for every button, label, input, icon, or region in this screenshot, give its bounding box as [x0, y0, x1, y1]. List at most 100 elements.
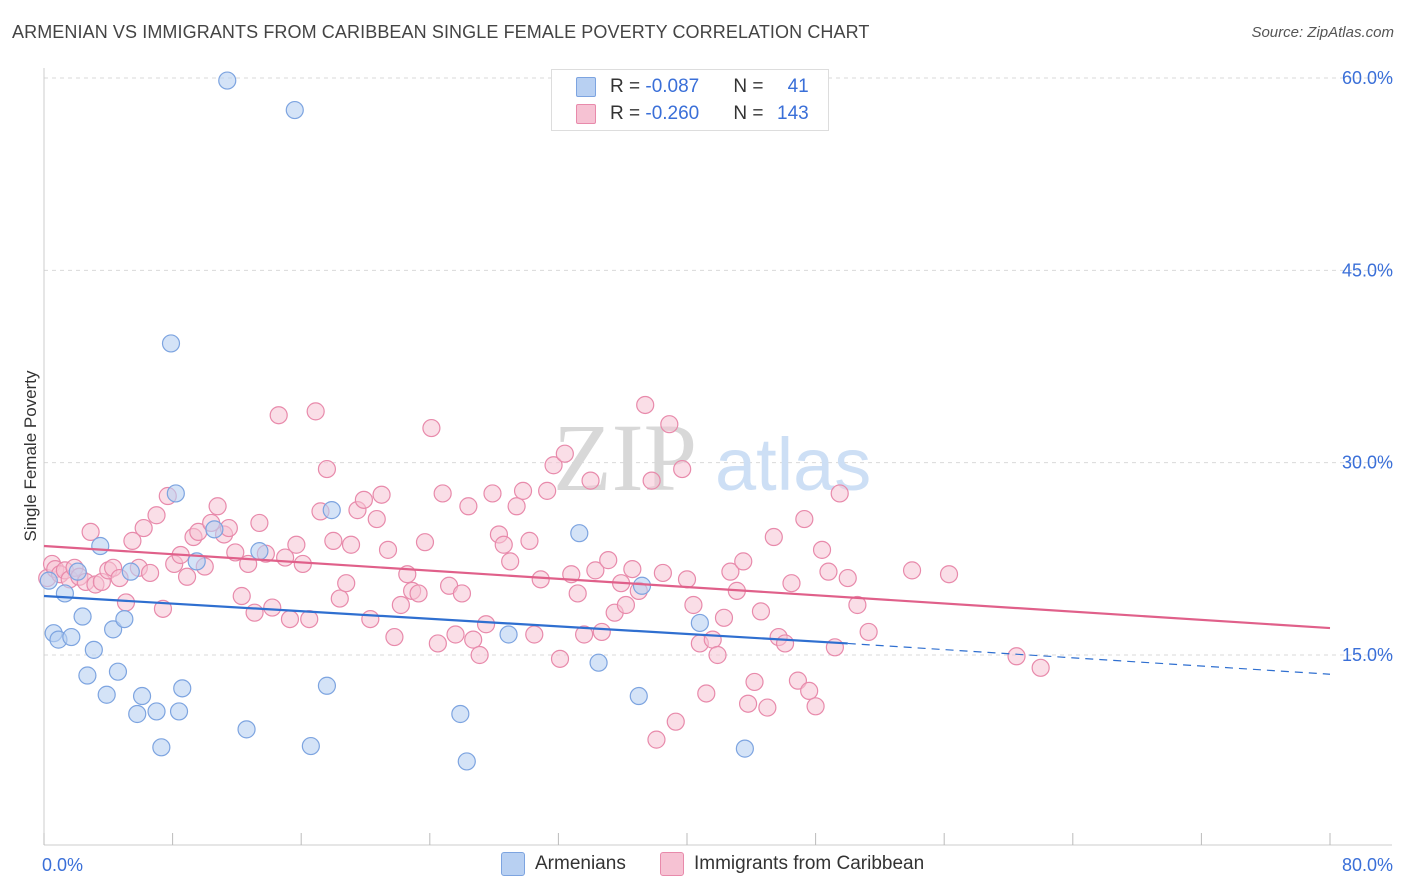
y-tick-label: 15.0% — [1342, 645, 1393, 665]
caribbean-point — [544, 456, 563, 475]
correlation-legend: R = -0.087 N = 41 R = -0.260 N = 143 — [551, 69, 829, 131]
legend-row-caribbean: R = -0.260 N = 143 — [576, 102, 809, 126]
bottom-legend-caribbean: Immigrants from Caribbean — [660, 851, 924, 877]
caribbean-point — [324, 531, 343, 550]
armenian-point — [115, 609, 134, 629]
caribbean-point — [550, 649, 570, 668]
armenian-point — [128, 704, 147, 724]
legend-n-label: N = — [733, 76, 769, 97]
caribbean-point — [764, 527, 783, 547]
caribbean-point — [647, 730, 666, 749]
armenian-point — [629, 686, 648, 706]
caribbean-point — [677, 570, 697, 589]
bottom-legend-swatch-armenians — [501, 852, 525, 876]
caribbean-point — [372, 485, 391, 504]
caribbean-point — [177, 567, 197, 586]
y-tick-label: 30.0% — [1342, 453, 1393, 473]
armenian-point — [147, 702, 166, 721]
caribbean-point — [470, 645, 489, 665]
caribbean-point — [317, 459, 337, 479]
armenian-point — [121, 562, 140, 581]
caribbean-point — [501, 552, 520, 571]
caribbean-point — [734, 552, 753, 571]
caribbean-point — [575, 625, 594, 644]
caribbean-point — [354, 490, 373, 509]
armenian-point — [499, 625, 518, 644]
caribbean-point — [263, 598, 282, 617]
bottom-legend-label-caribbean: Immigrants from Caribbean — [694, 853, 925, 874]
caribbean-point — [538, 481, 557, 500]
caribbean-point — [330, 589, 349, 608]
caribbean-point — [581, 471, 600, 490]
armenian-point — [84, 640, 103, 659]
caribbean-trend-line — [43, 544, 1331, 630]
armenian-point — [104, 620, 123, 639]
armenian-point — [237, 720, 256, 739]
armenian-point — [322, 501, 341, 520]
caribbean-point — [287, 535, 306, 554]
legend-row-armenians: R = -0.087 N = 41 — [576, 75, 809, 99]
armenian-point — [187, 552, 206, 571]
caribbean-point — [653, 563, 672, 583]
caribbean-point — [1007, 647, 1026, 666]
caribbean-point — [409, 584, 428, 603]
armenian-point — [68, 562, 87, 581]
caribbean-point — [812, 540, 832, 559]
caribbean-point — [208, 497, 227, 516]
bottom-legend-swatch-caribbean — [660, 852, 684, 876]
caribbean-point — [902, 561, 922, 580]
caribbean-point — [859, 622, 878, 642]
armenian-point — [317, 676, 337, 695]
caribbean-point — [738, 694, 758, 713]
armenian-trend-line — [43, 594, 848, 645]
legend-r-label: R = — [610, 103, 646, 124]
caribbean-point — [513, 481, 533, 500]
armenian-point — [97, 685, 116, 704]
caribbean-point — [306, 402, 325, 421]
caribbean-point — [153, 599, 173, 618]
caribbean-point — [697, 684, 716, 703]
caribbean-point — [568, 584, 587, 603]
armenian-point — [62, 627, 81, 647]
armenian-point — [78, 666, 97, 685]
caribbean-point — [586, 561, 605, 580]
caribbean-point — [599, 551, 618, 570]
caribbean-point — [459, 497, 478, 516]
armenian-point — [169, 702, 189, 721]
caribbean-point — [703, 630, 722, 649]
armenian-point — [55, 584, 74, 603]
caribbean-point — [666, 712, 685, 731]
caribbean-point — [806, 697, 825, 716]
armenian-point — [285, 100, 304, 120]
caribbean-point — [226, 543, 245, 562]
caribbean-point — [819, 562, 838, 581]
armenian-point — [205, 520, 224, 539]
armenian-point — [457, 752, 476, 771]
bottom-legend-label-armenians: Armenians — [535, 853, 626, 874]
caribbean-point — [775, 634, 795, 653]
caribbean-point — [250, 513, 269, 533]
caribbean-point — [81, 522, 100, 542]
caribbean-point — [788, 671, 808, 690]
caribbean-point — [531, 570, 550, 589]
x-tick-label: 0.0% — [42, 855, 83, 875]
caribbean-point — [385, 627, 404, 647]
armenian-point — [161, 334, 181, 353]
caribbean-point — [147, 506, 166, 525]
caribbean-point — [415, 533, 435, 552]
y-tick-label: 60.0% — [1342, 68, 1393, 88]
caribbean-point — [337, 574, 356, 593]
armenian-point — [173, 679, 192, 698]
caribbean-point — [660, 415, 679, 434]
armenian-point — [132, 686, 152, 706]
armenian-point — [250, 542, 269, 561]
caribbean-point — [140, 563, 160, 583]
armenian-trend-extension — [847, 642, 1331, 675]
armenian-point — [39, 571, 58, 590]
caribbean-point — [300, 609, 319, 629]
caribbean-point — [623, 559, 642, 579]
armenian-point — [301, 736, 320, 756]
chart-source: Source: ZipAtlas.com — [1251, 24, 1394, 41]
caribbean-point — [673, 459, 692, 479]
